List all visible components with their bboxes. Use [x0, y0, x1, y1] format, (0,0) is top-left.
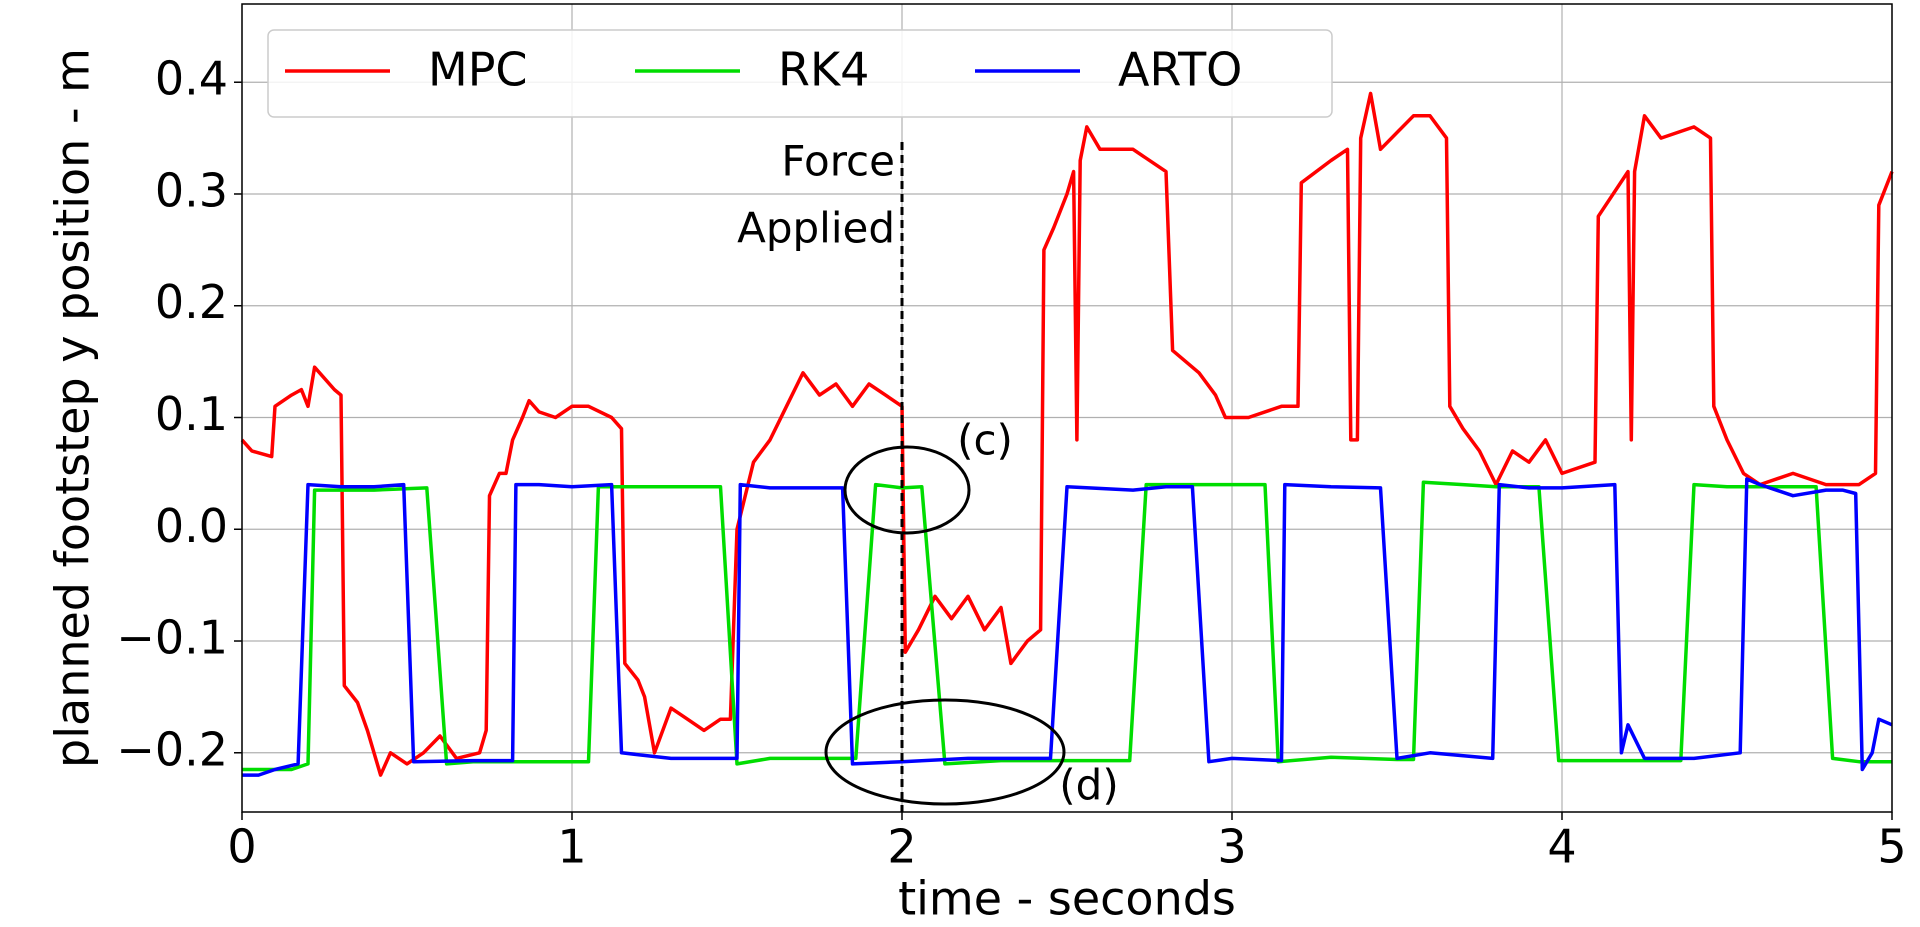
y-tick-label: −0.2	[116, 722, 228, 776]
x-axis-label: time - seconds	[898, 872, 1236, 926]
series-line	[240, 91, 1894, 777]
y-tick-label: 0.2	[155, 275, 228, 329]
y-tick-label: 0.1	[155, 387, 228, 441]
x-tick-label: 4	[1547, 820, 1576, 874]
y-tick-label: 0.0	[155, 499, 228, 553]
highlight-ellipse	[824, 698, 1066, 806]
legend-label: MPC	[428, 43, 528, 97]
x-tick-label: 2	[887, 820, 916, 874]
legend-label: ARTO	[1118, 43, 1242, 97]
legend-label: RK4	[778, 43, 869, 97]
x-tick-label: 0	[227, 820, 256, 874]
highlight-ellipse	[843, 445, 971, 535]
legend-box	[267, 29, 1333, 118]
annotation: Applied	[737, 204, 895, 253]
y-tick-label: 0.3	[155, 163, 228, 217]
plot-frame	[241, 3, 1893, 813]
x-tick-label: 5	[1877, 820, 1906, 874]
x-tick-label: 1	[557, 820, 586, 874]
y-tick-label: −0.1	[116, 611, 228, 665]
annotation: Force	[781, 137, 895, 186]
y-tick-label: 0.4	[155, 52, 228, 106]
series-line	[242, 477, 1893, 777]
annotation: (c)	[957, 416, 1013, 465]
annotation: (d)	[1059, 761, 1118, 810]
x-tick-label: 3	[1217, 820, 1246, 874]
y-axis-label: planned footstep y position - m	[46, 48, 100, 768]
